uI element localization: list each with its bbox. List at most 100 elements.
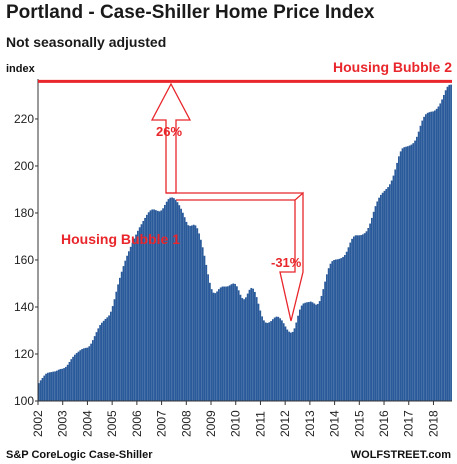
index-bar: [234, 283, 236, 401]
index-bar: [237, 290, 240, 401]
bar-series: [38, 84, 452, 402]
index-bar: [108, 315, 110, 401]
index-bar: [113, 299, 116, 401]
y-tick-label: 180: [14, 206, 34, 220]
index-bar: [419, 125, 422, 402]
index-bar: [180, 208, 182, 401]
index-bar: [146, 214, 148, 401]
index-bar: [434, 110, 436, 402]
index-bar: [268, 322, 271, 401]
index-bar: [52, 371, 55, 401]
index-bar: [410, 144, 413, 401]
index-bar: [196, 228, 199, 401]
index-bar: [219, 287, 222, 401]
index-bar: [205, 264, 208, 401]
index-bar: [281, 320, 283, 401]
index-bar: [106, 317, 109, 401]
x-tick-label: 2012: [278, 410, 292, 437]
index-bar: [185, 221, 188, 401]
index-bar: [304, 302, 307, 401]
index-bar: [65, 366, 67, 401]
index-bar: [66, 364, 69, 401]
index-bar: [223, 286, 226, 401]
index-bar: [380, 194, 382, 401]
index-bar: [299, 309, 301, 401]
y-tick-label: 220: [14, 112, 34, 126]
index-bar: [111, 306, 114, 401]
index-bar: [399, 151, 402, 401]
index-bar: [266, 322, 269, 401]
y-tick-label: 120: [14, 347, 34, 361]
index-bar: [248, 289, 251, 401]
index-bar: [354, 235, 357, 401]
index-bar: [308, 302, 310, 401]
index-bar: [194, 225, 197, 401]
index-bar: [207, 274, 209, 401]
index-bar: [90, 343, 92, 401]
index-bar: [390, 180, 393, 401]
index-bar: [417, 131, 420, 401]
index-bar: [412, 143, 415, 401]
index-bar: [119, 277, 121, 401]
index-bar: [246, 293, 249, 401]
index-bar: [376, 201, 379, 401]
index-bar: [432, 111, 434, 401]
index-bar: [336, 259, 339, 401]
rise-percent: 26%: [156, 124, 182, 139]
index-bar: [133, 238, 136, 401]
index-bar: [311, 302, 314, 401]
index-bar: [322, 289, 325, 401]
index-bar: [38, 383, 40, 401]
index-bar: [396, 162, 398, 401]
index-bar: [450, 84, 452, 401]
index-bar: [70, 359, 73, 401]
index-bar: [288, 331, 290, 401]
index-bar: [302, 303, 305, 401]
index-bar: [275, 316, 278, 401]
index-bar: [149, 210, 152, 401]
index-bar: [293, 328, 296, 401]
index-bar: [92, 340, 94, 401]
index-bar: [97, 328, 100, 401]
index-bar: [291, 331, 294, 401]
index-bar: [333, 259, 335, 401]
index-bar: [286, 329, 289, 401]
index-bar: [214, 293, 217, 401]
index-bar: [241, 298, 244, 401]
index-bar: [365, 231, 368, 401]
index-bar: [221, 286, 224, 401]
drop-percent: -31%: [271, 255, 302, 270]
index-bar: [77, 351, 80, 401]
index-bar: [272, 319, 274, 401]
index-bar: [72, 356, 74, 401]
index-bar: [306, 302, 308, 401]
index-bar: [144, 217, 146, 401]
index-bar: [142, 220, 145, 401]
index-bar: [363, 233, 366, 401]
index-bar: [167, 199, 170, 401]
index-bar: [423, 116, 425, 401]
index-bar: [137, 230, 139, 401]
index-bar: [297, 315, 299, 401]
index-bar: [230, 284, 233, 401]
x-tick-label: 2010: [229, 410, 243, 437]
index-bar: [385, 189, 388, 401]
x-tick-label: 2016: [377, 410, 391, 437]
index-bar: [39, 380, 42, 401]
x-tick-label: 2015: [352, 410, 366, 437]
index-bar: [239, 294, 242, 401]
index-bar: [216, 291, 218, 401]
index-bar: [117, 284, 119, 401]
index-bar: [362, 234, 364, 401]
index-bar: [232, 283, 235, 401]
index-bar: [162, 208, 164, 401]
index-bar: [318, 301, 321, 401]
index-bar: [326, 274, 328, 401]
index-bar: [160, 210, 163, 401]
index-bar: [183, 217, 186, 401]
index-bar: [171, 197, 173, 401]
index-bar: [236, 286, 238, 401]
rise-arrow: [150, 82, 192, 194]
index-bar: [347, 247, 350, 401]
index-bar: [151, 209, 154, 401]
